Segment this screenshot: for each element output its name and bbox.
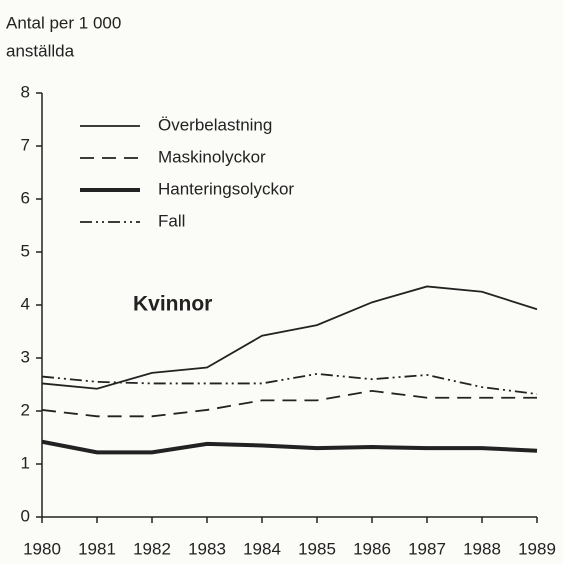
- legend-label: Maskinolyckor: [158, 147, 266, 166]
- y-tick-label: 8: [21, 82, 30, 101]
- legend-label: Överbelastning: [158, 115, 272, 134]
- y-tick-label: 0: [21, 506, 30, 525]
- x-tick-label: 1984: [243, 539, 281, 558]
- y-axis-label: Antal per 1 000: [6, 13, 121, 32]
- data-line: [41, 372, 538, 395]
- x-tick-label: 1983: [188, 539, 226, 558]
- x-tick-label: 1986: [353, 539, 391, 558]
- x-tick-label: 1985: [298, 539, 336, 558]
- y-tick-label: 1: [21, 453, 30, 472]
- x-tick-label: 1989: [518, 539, 556, 558]
- y-tick-label: 4: [21, 294, 30, 313]
- legend-label: Hanteringsolyckor: [158, 179, 294, 198]
- y-tick-label: 5: [21, 241, 30, 260]
- y-axis-label: anställda: [6, 41, 75, 60]
- y-tick-label: 6: [21, 188, 30, 207]
- data-line: [41, 439, 538, 455]
- data-line: [41, 389, 537, 418]
- x-tick-label: 1980: [23, 539, 61, 558]
- data-line: [41, 285, 538, 390]
- y-tick-label: 7: [21, 135, 30, 154]
- x-tick-label: 1988: [463, 539, 501, 558]
- x-tick-label: 1981: [78, 539, 116, 558]
- legend-label: Fall: [158, 211, 185, 230]
- annotation: Kvinnor: [133, 293, 212, 316]
- y-tick-label: 2: [21, 400, 30, 419]
- x-tick-label: 1982: [133, 539, 171, 558]
- y-tick-label: 3: [21, 347, 30, 366]
- x-tick-label: 1987: [408, 539, 446, 558]
